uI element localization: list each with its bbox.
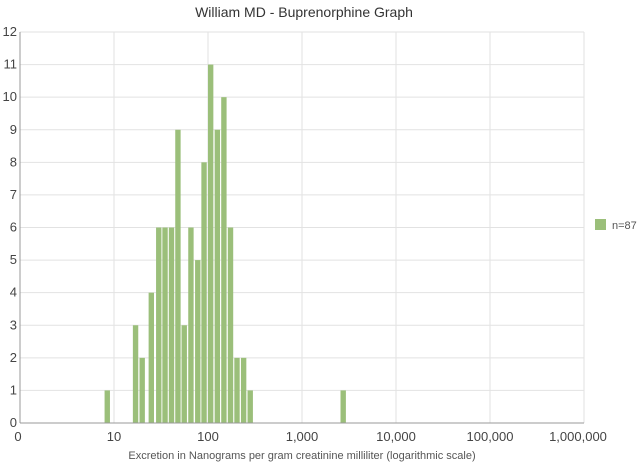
y-tick-label-1: 1 bbox=[10, 382, 17, 397]
bar-0-10 bbox=[195, 260, 201, 423]
bar-0-18 bbox=[247, 390, 253, 423]
bar-0-0 bbox=[104, 390, 110, 423]
y-tick-label-7: 7 bbox=[10, 187, 17, 202]
y-tick-label-10: 10 bbox=[3, 89, 17, 104]
bar-0-8 bbox=[181, 325, 187, 423]
x-tick-label-2: 100 bbox=[197, 429, 219, 444]
bar-0-1 bbox=[132, 325, 139, 423]
y-tick-label-2: 2 bbox=[10, 350, 17, 365]
y-tick-label-4: 4 bbox=[10, 285, 17, 300]
bar-0-14 bbox=[221, 97, 227, 424]
y-tick-label-12: 12 bbox=[3, 24, 17, 39]
x-tick-label-1: 10 bbox=[107, 429, 121, 444]
y-tick-label-3: 3 bbox=[10, 317, 17, 332]
chart-title: William MD - Buprenorphine Graph bbox=[195, 4, 413, 20]
y-tick-label-8: 8 bbox=[10, 154, 17, 169]
y-tick-label-6: 6 bbox=[10, 220, 17, 235]
bar-0-4 bbox=[156, 227, 162, 423]
y-tick-label-11: 11 bbox=[4, 57, 18, 72]
legend-entry-label: n=87 bbox=[612, 220, 637, 232]
bar-0-13 bbox=[214, 129, 221, 423]
x-tick-label-4: 10,000 bbox=[376, 429, 416, 444]
bar-0-16 bbox=[234, 357, 240, 423]
x-tick-label-0: 0 bbox=[14, 429, 21, 444]
y-tick-label-9: 9 bbox=[10, 122, 17, 137]
bar-0-23 bbox=[340, 390, 346, 423]
bar-0-11 bbox=[201, 162, 207, 424]
bar-0-2 bbox=[139, 357, 145, 423]
bar-0-3 bbox=[148, 292, 154, 423]
bar-0-17 bbox=[240, 357, 247, 423]
y-tick-label-5: 5 bbox=[10, 252, 17, 267]
bar-0-12 bbox=[207, 64, 214, 423]
x-tick-label-6: 1,000,000 bbox=[549, 429, 607, 444]
bar-layer bbox=[104, 64, 346, 424]
bar-0-6 bbox=[168, 227, 175, 423]
bar-0-9 bbox=[188, 227, 194, 423]
legend-swatch bbox=[595, 219, 606, 230]
grid-layer bbox=[20, 31, 585, 424]
bar-0-7 bbox=[175, 129, 181, 423]
bar-0-15 bbox=[227, 227, 234, 423]
x-tick-label-3: 1,000 bbox=[286, 429, 319, 444]
x-tick-label-5: 100,000 bbox=[467, 429, 514, 444]
x-axis-label: Excretion in Nanograms per gram creatini… bbox=[128, 450, 475, 462]
y-tick-label-0: 0 bbox=[10, 415, 17, 430]
bar-0-5 bbox=[162, 227, 168, 423]
legend: n=87 bbox=[595, 219, 637, 232]
